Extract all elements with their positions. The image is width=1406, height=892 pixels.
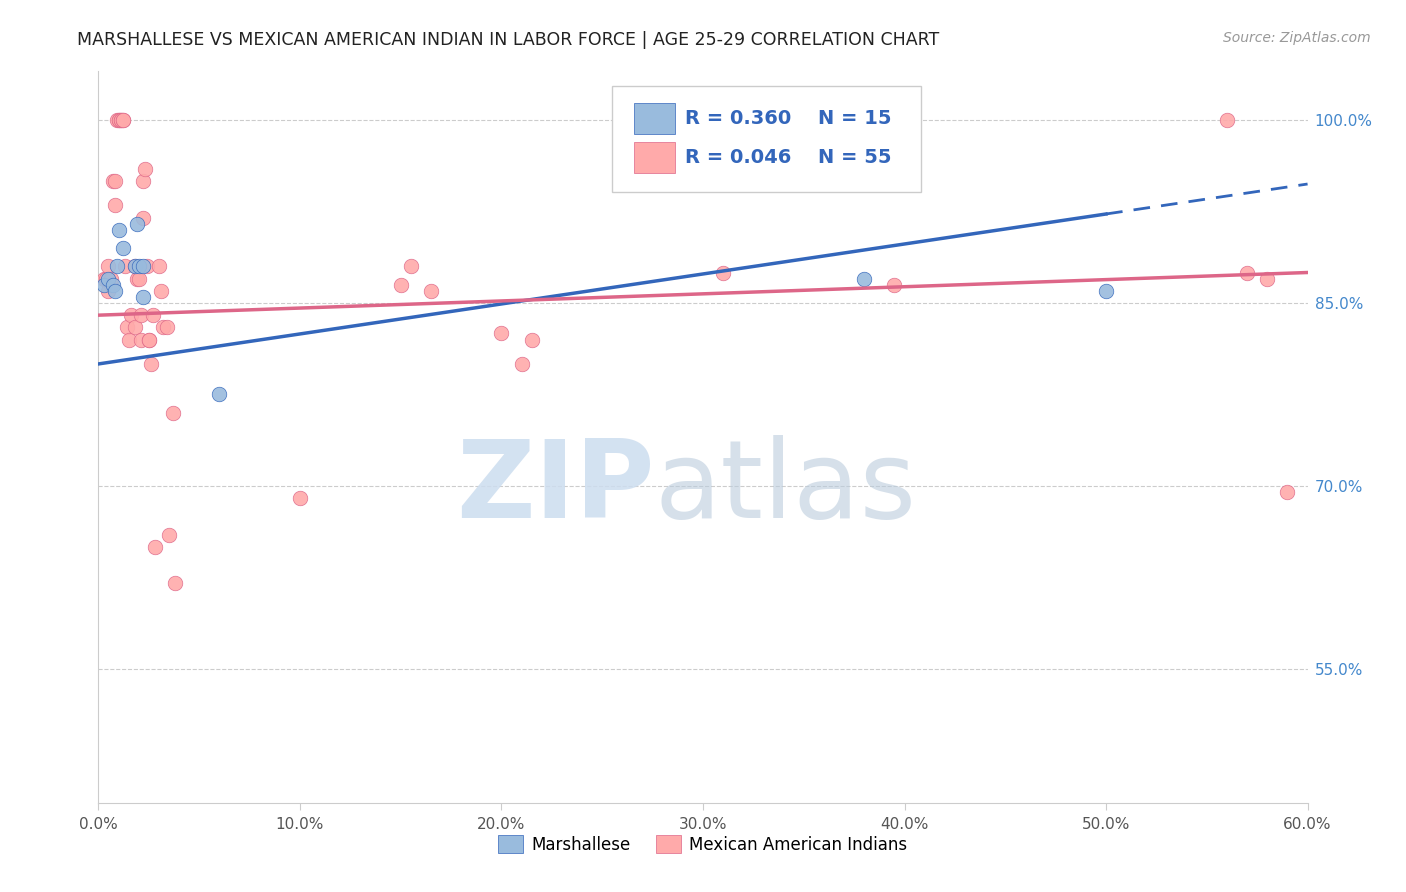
Point bbox=[125, 271, 148, 285]
Text: R = 0.046: R = 0.046 bbox=[685, 148, 792, 167]
Point bbox=[1236, 265, 1258, 279]
Point bbox=[110, 113, 132, 128]
Text: N = 15: N = 15 bbox=[818, 109, 891, 128]
Point bbox=[853, 271, 876, 285]
FancyBboxPatch shape bbox=[634, 143, 675, 173]
Point bbox=[111, 113, 134, 128]
Point bbox=[143, 540, 166, 554]
Point bbox=[101, 174, 124, 188]
Point bbox=[128, 271, 150, 285]
Point bbox=[105, 113, 128, 128]
Point bbox=[124, 260, 146, 274]
Text: N = 55: N = 55 bbox=[818, 148, 891, 167]
Point bbox=[156, 320, 179, 334]
FancyBboxPatch shape bbox=[634, 103, 675, 134]
Point bbox=[101, 277, 124, 292]
Point bbox=[711, 265, 734, 279]
Point bbox=[105, 260, 128, 274]
Point bbox=[132, 174, 155, 188]
Point bbox=[420, 284, 443, 298]
Point bbox=[120, 308, 142, 322]
Text: R = 0.360: R = 0.360 bbox=[685, 109, 792, 128]
Point bbox=[124, 260, 146, 274]
Point bbox=[138, 333, 160, 347]
Point bbox=[148, 260, 170, 274]
Point bbox=[142, 308, 165, 322]
Point bbox=[110, 113, 132, 128]
Point bbox=[103, 174, 125, 188]
Point bbox=[129, 308, 152, 322]
Point bbox=[208, 387, 231, 401]
Point bbox=[107, 113, 129, 128]
Point bbox=[93, 277, 115, 292]
Point bbox=[132, 260, 155, 274]
Point bbox=[124, 320, 146, 334]
Point bbox=[139, 357, 162, 371]
Point bbox=[1216, 113, 1239, 128]
Point bbox=[135, 260, 157, 274]
Text: ZIP: ZIP bbox=[456, 435, 655, 541]
Point bbox=[163, 576, 186, 591]
Point bbox=[115, 320, 138, 334]
Text: Source: ZipAtlas.com: Source: ZipAtlas.com bbox=[1223, 31, 1371, 45]
Point bbox=[103, 198, 125, 212]
Point bbox=[389, 277, 412, 292]
Point bbox=[125, 217, 148, 231]
Point bbox=[134, 161, 156, 176]
Point bbox=[149, 284, 172, 298]
Legend: Marshallese, Mexican American Indians: Marshallese, Mexican American Indians bbox=[492, 829, 914, 860]
Point bbox=[152, 320, 174, 334]
Point bbox=[103, 284, 125, 298]
Point bbox=[162, 406, 184, 420]
FancyBboxPatch shape bbox=[613, 86, 921, 192]
Point bbox=[100, 277, 122, 292]
Point bbox=[883, 277, 905, 292]
Point bbox=[111, 241, 134, 255]
Point bbox=[157, 527, 180, 541]
Point bbox=[288, 491, 311, 505]
Text: MARSHALLESE VS MEXICAN AMERICAN INDIAN IN LABOR FORCE | AGE 25-29 CORRELATION CH: MARSHALLESE VS MEXICAN AMERICAN INDIAN I… bbox=[77, 31, 939, 49]
Text: atlas: atlas bbox=[655, 435, 917, 541]
Point bbox=[1095, 284, 1118, 298]
Point bbox=[93, 271, 115, 285]
Point bbox=[118, 333, 141, 347]
Point bbox=[107, 223, 129, 237]
Point bbox=[132, 211, 155, 225]
Point bbox=[111, 113, 134, 128]
Point bbox=[520, 333, 543, 347]
Point bbox=[100, 271, 122, 285]
Point bbox=[132, 290, 155, 304]
Point bbox=[96, 271, 118, 285]
Point bbox=[138, 333, 160, 347]
Point bbox=[97, 260, 120, 274]
Point bbox=[128, 260, 150, 274]
Point bbox=[491, 326, 513, 341]
Point bbox=[97, 284, 120, 298]
Point bbox=[107, 113, 129, 128]
Point bbox=[1277, 485, 1299, 500]
Point bbox=[114, 260, 136, 274]
Point bbox=[97, 271, 120, 285]
Point bbox=[129, 333, 152, 347]
Point bbox=[399, 260, 422, 274]
Point bbox=[1256, 271, 1278, 285]
Point bbox=[510, 357, 533, 371]
